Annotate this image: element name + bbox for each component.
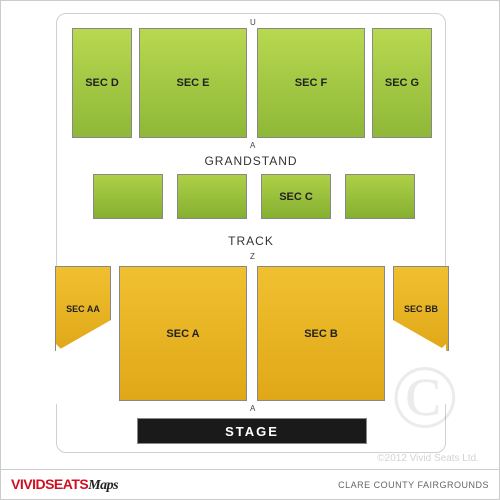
sec-mid-1[interactable] xyxy=(93,174,163,219)
section-label: SEC D xyxy=(85,77,119,89)
sec-d[interactable]: SEC D xyxy=(72,28,132,138)
section-label: SEC A xyxy=(166,328,199,340)
venue-name: CLARE COUNTY FAIRGROUNDS xyxy=(338,480,489,490)
copyright-text: ©2012 Vivid Seats Ltd. xyxy=(377,453,479,464)
section-label: SEC B xyxy=(304,328,338,340)
section-label: SEC F xyxy=(295,77,327,89)
sec-aa-wrap: SEC AA xyxy=(55,266,113,351)
row-marker-stage-a: A xyxy=(250,404,255,413)
footer: VIVIDSEATSMaps CLARE COUNTY FAIRGROUNDS xyxy=(1,469,499,499)
logo-brand: VIVIDSEATS xyxy=(11,476,88,492)
grandstand-label: GRANDSTAND xyxy=(57,154,445,168)
track-label: TRACK xyxy=(57,234,445,248)
sec-c[interactable]: SEC C xyxy=(261,174,331,219)
stage-label: STAGE xyxy=(225,424,279,439)
section-label: SEC C xyxy=(279,191,313,203)
logo-suffix: Maps xyxy=(88,478,118,493)
sec-g[interactable]: SEC G xyxy=(372,28,432,138)
row-marker-z: Z xyxy=(250,252,255,261)
sec-b[interactable]: SEC B xyxy=(257,266,385,401)
cut-right xyxy=(386,344,446,404)
section-label: SEC G xyxy=(385,77,419,89)
cut-left xyxy=(56,344,116,404)
section-label: SEC E xyxy=(176,77,209,89)
sec-e[interactable]: SEC E xyxy=(139,28,247,138)
stage: STAGE xyxy=(137,418,367,444)
sec-mid-4[interactable] xyxy=(345,174,415,219)
vividseats-logo: VIVIDSEATSMaps xyxy=(11,476,118,494)
row-marker-u: U xyxy=(250,18,256,27)
seating-chart: SEC D SEC E SEC F SEC G U A GRANDSTAND S… xyxy=(56,13,446,453)
section-label: SEC AA xyxy=(66,304,100,314)
sec-a[interactable]: SEC A xyxy=(119,266,247,401)
sec-mid-2[interactable] xyxy=(177,174,247,219)
section-label: SEC BB xyxy=(404,304,438,314)
sec-f[interactable]: SEC F xyxy=(257,28,365,138)
sec-bb-wrap: SEC BB xyxy=(393,266,451,351)
row-marker-a: A xyxy=(250,141,255,150)
